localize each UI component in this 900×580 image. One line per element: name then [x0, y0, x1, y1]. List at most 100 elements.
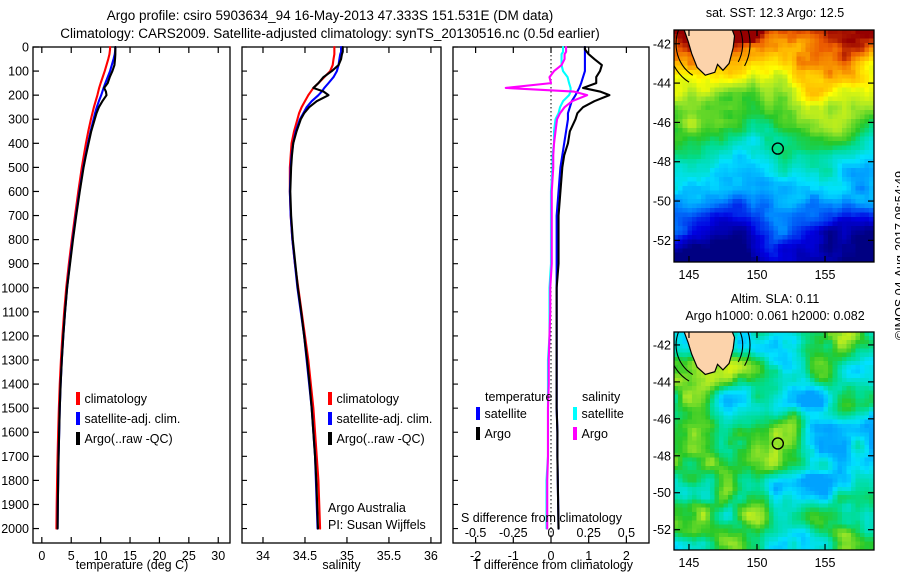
legend-item: Argo: [476, 425, 552, 443]
legend-label: climatology: [336, 392, 400, 406]
legend-item: satellite: [476, 405, 552, 423]
svg-text:-1: -1: [508, 549, 519, 563]
svg-text:-0.5: -0.5: [465, 526, 487, 540]
legend-label: satellite: [484, 407, 527, 421]
svg-text:-46: -46: [653, 116, 671, 130]
legend-swatch-argo: [76, 432, 80, 445]
svg-text:0: 0: [548, 526, 555, 540]
svg-text:0: 0: [548, 549, 555, 563]
legend-item: climatology: [76, 390, 180, 408]
svg-text:300: 300: [8, 113, 29, 127]
temperature-legend: climatology satellite-adj. clim. Argo(..…: [76, 390, 180, 448]
header-line-1: Argo profile: csiro 5903634_94 16-May-20…: [106, 8, 554, 23]
svg-text:700: 700: [8, 209, 29, 223]
panel-difference: -2 -1 0 1 2 -0.5 -0.25 0 0.25 0.5: [452, 0, 660, 580]
svg-text:200: 200: [8, 89, 29, 103]
svg-text:145: 145: [679, 268, 700, 282]
imos-credit: ©IMOS 04-Aug-2017 08:54:49: [893, 170, 900, 340]
t-difference-axis-label: T difference from climatology: [472, 558, 634, 572]
legend-label: Argo(..raw -QC): [84, 432, 173, 446]
panel-temperature: 0 100 200 300 400 500 600 700 800 900 1000 1100 1200…: [0, 0, 242, 580]
svg-text:-44: -44: [653, 77, 671, 91]
svg-text:1400: 1400: [1, 378, 29, 392]
svg-text:155: 155: [815, 268, 836, 282]
svg-text:0: 0: [22, 41, 29, 55]
svg-text:-46: -46: [653, 412, 671, 426]
salinity-axis-label: salinity: [322, 558, 361, 572]
argo-australia-annotation: Argo Australia: [328, 501, 406, 515]
s-difference-axis-label: S difference from climatology: [461, 511, 622, 525]
svg-text:0.25: 0.25: [577, 526, 601, 540]
svg-text:155: 155: [815, 556, 836, 570]
temperature-axis-label: temperature (deg C): [75, 558, 189, 572]
svg-text:-50: -50: [653, 486, 671, 500]
svg-text:0.5: 0.5: [618, 526, 635, 540]
svg-text:600: 600: [8, 185, 29, 199]
legend-swatch-s-satellite: [573, 407, 577, 420]
svg-text:10: 10: [94, 549, 108, 563]
legend-header-salinity: salinity: [582, 390, 621, 404]
svg-text:1000: 1000: [1, 281, 29, 295]
svg-text:100: 100: [8, 65, 29, 79]
svg-text:0: 0: [38, 549, 45, 563]
svg-text:-48: -48: [653, 449, 671, 463]
svg-text:145: 145: [679, 556, 700, 570]
header-line-2: Climatology: CARS2009. Satellite-adjuste…: [60, 26, 600, 41]
legend-label: Argo: [484, 427, 511, 441]
svg-text:-0.25: -0.25: [499, 526, 528, 540]
svg-text:150: 150: [747, 268, 768, 282]
svg-text:1300: 1300: [1, 354, 29, 368]
sla-map-title-line2: Argo h1000: 0.061 h2000: 0.082: [685, 309, 865, 323]
map-sst: -42 -44 -46 -48 -50 -52 145 150 155: [653, 24, 900, 294]
legend-swatch-t-argo: [476, 427, 480, 440]
svg-text:36: 36: [424, 549, 438, 563]
map-sla: -42 -44 -46 -48 -50 -52 145 150 155: [653, 326, 900, 580]
legend-item: Argo(..raw -QC): [328, 430, 432, 448]
svg-text:1800: 1800: [1, 474, 29, 488]
legend-item: satellite-adj. clim.: [76, 410, 180, 428]
legend-swatch-satellite: [328, 412, 332, 425]
svg-text:150: 150: [747, 556, 768, 570]
temperature-plot-svg: 0100200300400500600700800900100011001200…: [1, 41, 231, 563]
svg-text:900: 900: [8, 257, 29, 271]
difference-plot-svg: -2 -1 0 1 2 -0.5 -0.25 0 0.25 0.5: [452, 45, 650, 563]
svg-text:1100: 1100: [2, 305, 29, 319]
legend-item: Argo(..raw -QC): [76, 430, 180, 448]
legend-label: Argo: [581, 427, 608, 441]
svg-text:2: 2: [623, 549, 630, 563]
legend-label: climatology: [84, 392, 148, 406]
svg-text:34.5: 34.5: [293, 549, 317, 563]
svg-text:-52: -52: [653, 523, 671, 537]
svg-text:35: 35: [340, 549, 354, 563]
legend-label: satellite: [581, 407, 624, 421]
svg-text:-52: -52: [653, 234, 671, 248]
principal-investigator-annotation: PI: Susan Wijffels: [328, 518, 426, 532]
svg-text:1600: 1600: [1, 426, 29, 440]
sla-map-title-line1: Altim. SLA: 0.11: [730, 292, 820, 306]
svg-text:400: 400: [8, 137, 29, 151]
legend-label: satellite-adj. clim.: [336, 412, 433, 426]
legend-swatch-climatology: [76, 392, 80, 405]
legend-item: satellite: [573, 405, 624, 423]
panel-salinity: 34 34.5 35 35.5 36: [241, 0, 453, 580]
svg-text:1900: 1900: [1, 498, 29, 512]
svg-text:500: 500: [8, 161, 29, 175]
sla-map-svg: -42 -44 -46 -48 -50 -52 145 150 155: [653, 331, 875, 570]
svg-text:20: 20: [152, 549, 166, 563]
svg-text:35.5: 35.5: [377, 549, 401, 563]
svg-text:1: 1: [585, 549, 592, 563]
legend-swatch-climatology: [328, 392, 332, 405]
difference-legend-right: salinity satellite Argo: [573, 390, 624, 443]
legend-item: satellite-adj. clim.: [328, 410, 432, 428]
svg-text:1700: 1700: [1, 450, 29, 464]
legend-swatch-t-satellite: [476, 407, 480, 420]
legend-swatch-s-argo: [573, 427, 577, 440]
svg-text:-42: -42: [653, 338, 671, 352]
svg-text:-2: -2: [470, 549, 481, 563]
svg-text:34: 34: [256, 549, 270, 563]
legend-header-temperature: temperature: [485, 390, 553, 404]
svg-text:-50: -50: [653, 195, 671, 209]
svg-text:30: 30: [211, 549, 225, 563]
svg-text:800: 800: [8, 233, 29, 247]
svg-text:-42: -42: [653, 37, 671, 51]
